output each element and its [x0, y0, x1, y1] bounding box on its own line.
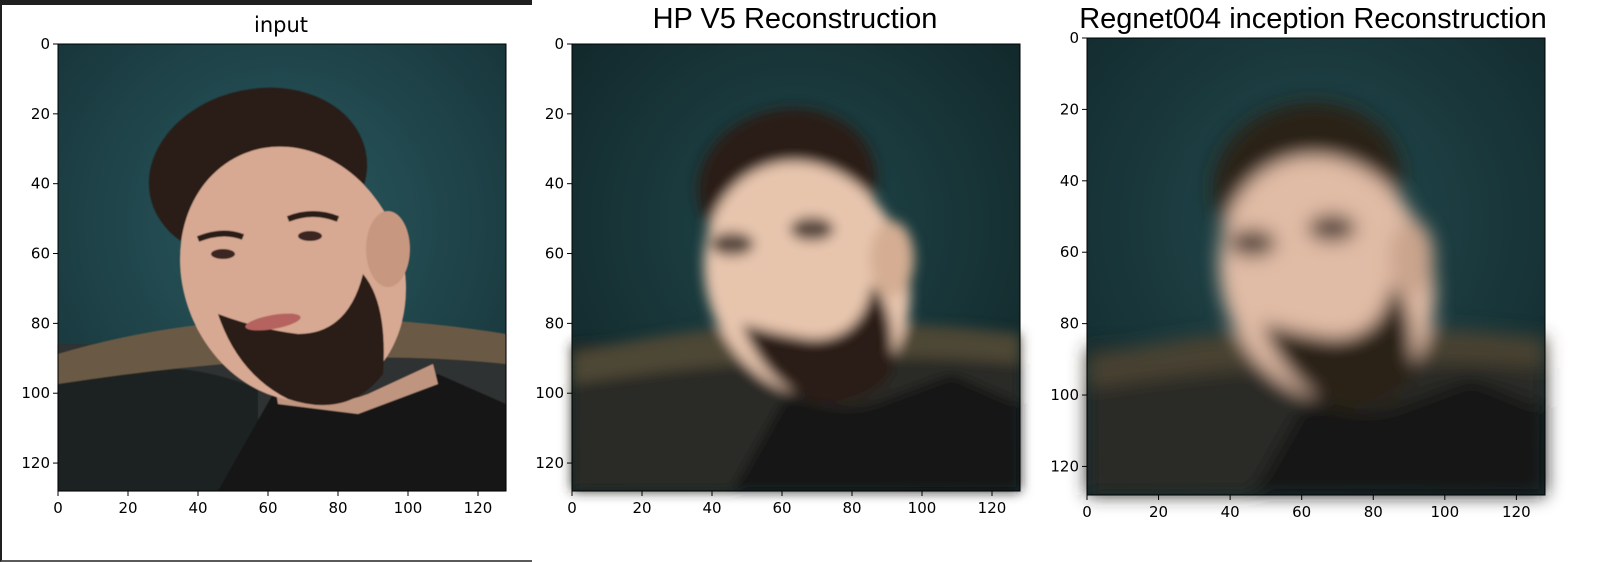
- y-tick-label: 60: [545, 245, 564, 263]
- y-tick-label: 120: [1050, 457, 1079, 475]
- panel-title: Regnet004 inception Reconstruction: [1079, 3, 1547, 35]
- y-tick-label: 60: [31, 245, 50, 263]
- x-tick-label: 80: [1364, 503, 1383, 521]
- x-tick-label: 60: [258, 499, 277, 517]
- y-tick-label: 20: [545, 105, 564, 123]
- x-tick-label: 120: [1502, 503, 1531, 521]
- x-tick-label: 20: [118, 499, 137, 517]
- y-tick-label: 80: [31, 314, 50, 332]
- y-tick-label: 40: [545, 175, 564, 193]
- x-tick-label: 100: [1430, 503, 1459, 521]
- y-tick-label: 0: [554, 35, 564, 53]
- beard: [218, 274, 384, 406]
- panel-title: HP V5 Reconstruction: [652, 3, 938, 35]
- x-tick-label: 40: [702, 499, 721, 517]
- x-tick-label: 60: [1292, 503, 1311, 521]
- y-tick-label: 80: [1060, 315, 1079, 333]
- shirt: [1252, 378, 1545, 495]
- x-tick-label: 80: [328, 499, 347, 517]
- x-tick-label: 60: [772, 499, 791, 517]
- x-tick-label: 100: [908, 499, 937, 517]
- x-tick-label: 0: [1082, 503, 1092, 521]
- y-tick-label: 0: [1069, 29, 1079, 47]
- y-tick-label: 0: [40, 35, 50, 53]
- y-tick-label: 100: [21, 384, 50, 402]
- panel-frame: [0, 0, 532, 562]
- y-tick-label: 120: [535, 454, 564, 472]
- x-tick-label: 0: [567, 499, 577, 517]
- panel-title: input: [253, 13, 309, 37]
- y-tick-label: 100: [1050, 386, 1079, 404]
- y-tick-label: 40: [31, 175, 50, 193]
- x-tick-label: 20: [1149, 503, 1168, 521]
- x-tick-label: 0: [53, 499, 63, 517]
- x-tick-label: 120: [464, 499, 493, 517]
- x-tick-label: 20: [632, 499, 651, 517]
- y-tick-label: 40: [1060, 172, 1079, 190]
- x-tick-label: 100: [394, 499, 423, 517]
- y-tick-label: 20: [31, 105, 50, 123]
- beard: [1262, 283, 1413, 408]
- y-tick-label: 80: [545, 314, 564, 332]
- shirt: [732, 374, 1020, 491]
- y-tick-label: 60: [1060, 243, 1079, 261]
- y-tick-label: 20: [1060, 100, 1079, 118]
- y-tick-label: 100: [535, 384, 564, 402]
- x-tick-label: 40: [188, 499, 207, 517]
- x-tick-label: 80: [842, 499, 861, 517]
- x-tick-label: 40: [1221, 503, 1240, 521]
- y-tick-label: 120: [21, 454, 50, 472]
- x-tick-label: 120: [978, 499, 1007, 517]
- beard: [742, 284, 893, 404]
- image-axes: [57, 43, 507, 492]
